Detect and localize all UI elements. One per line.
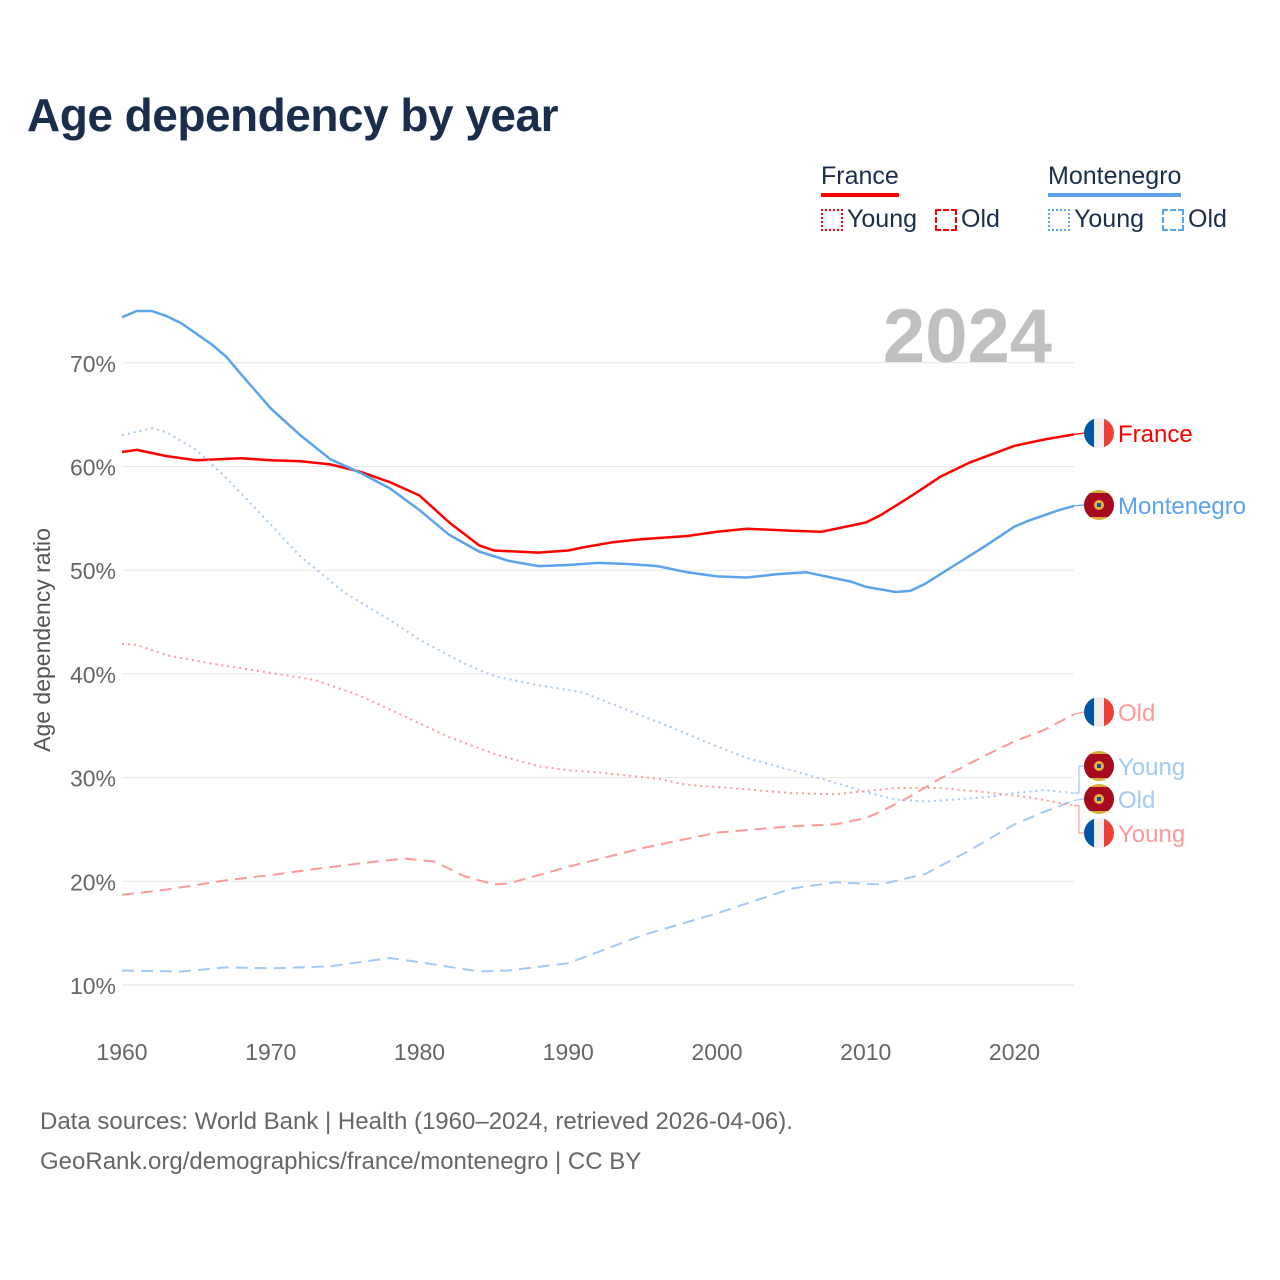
y-tick-label: 50% (70, 558, 116, 584)
label-connector (1073, 504, 1085, 507)
label-connector (1073, 798, 1085, 802)
legend-montenegro-label: Montenegro (1048, 162, 1182, 197)
label-connector (1073, 711, 1085, 715)
y-tick-label: 70% (70, 351, 116, 377)
y-tick-label: 20% (70, 869, 116, 895)
x-tick-label: 1970 (245, 1039, 296, 1065)
end-label: France (1118, 421, 1193, 448)
legend-label: Young (847, 205, 917, 233)
end-label: Old (1118, 700, 1155, 727)
y-tick-label: 40% (70, 662, 116, 688)
legend-france-young: Young (821, 205, 917, 234)
y-tick-label: 30% (70, 766, 116, 792)
legend-france-old: Old (935, 205, 1000, 234)
series-line-france (121, 433, 1075, 554)
x-tick-label: 2020 (989, 1039, 1040, 1065)
legend-label: Old (1188, 205, 1227, 233)
y-axis-label: Age dependency ratio (29, 528, 55, 752)
end-label: Old (1118, 787, 1155, 814)
series-line-france-old (121, 713, 1075, 896)
end-label: Montenegro (1118, 493, 1246, 520)
dashed-swatch-icon (935, 208, 957, 231)
dashed-swatch-icon (1162, 208, 1184, 231)
montenegro-flag-icon (1084, 784, 1114, 814)
legend-montenegro: Montenegro Young Old (1048, 162, 1241, 234)
dotted-swatch-icon (821, 208, 843, 231)
series-line-montenegro-old (121, 799, 1075, 973)
montenegro-flag-icon (1084, 751, 1114, 781)
end-label: Young (1118, 754, 1185, 781)
label-connector (1074, 804, 1084, 834)
y-tick-label: 60% (70, 455, 116, 481)
france-flag-icon (1084, 818, 1114, 848)
x-tick-label: 2010 (840, 1039, 891, 1065)
france-flag-icon (1084, 418, 1114, 448)
chart-title: Age dependency by year (27, 89, 558, 141)
year-label: 2024 (883, 294, 1052, 379)
x-tick-label: 1980 (394, 1039, 445, 1065)
footer-attribution: GeoRank.org/demographics/france/monteneg… (40, 1148, 642, 1175)
france-flag-icon (1084, 697, 1114, 727)
legend-france: France Young Old (821, 162, 1014, 234)
x-tick-label: 1990 (543, 1039, 594, 1065)
legend-montenegro-old: Old (1162, 205, 1227, 234)
label-connector (1074, 765, 1084, 794)
x-tick-label: 2000 (691, 1039, 742, 1065)
footer-sources: Data sources: World Bank | Health (1960–… (40, 1108, 793, 1135)
dotted-swatch-icon (1048, 208, 1070, 231)
legend-montenegro-young: Young (1048, 205, 1144, 234)
legend-label: Old (961, 205, 1000, 233)
label-connector (1073, 432, 1085, 435)
series-line-montenegro-young (121, 427, 1075, 803)
series-line-france-young (121, 642, 1075, 807)
x-tick-label: 1960 (96, 1039, 147, 1065)
legend-label: Young (1074, 205, 1144, 233)
legend-france-label: France (821, 162, 899, 197)
montenegro-flag-icon (1084, 490, 1114, 520)
y-tick-label: 10% (70, 973, 116, 999)
series-line-montenegro (121, 309, 1075, 594)
end-label: Young (1118, 821, 1185, 848)
